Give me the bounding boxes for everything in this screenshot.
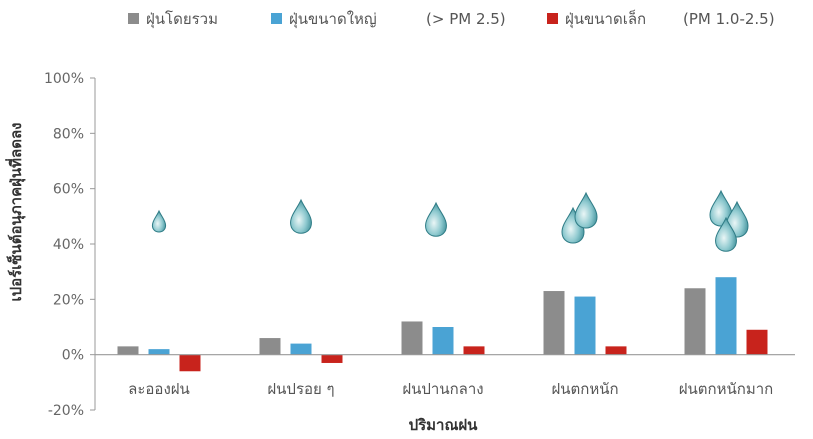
y-tick-label: 80% (53, 126, 84, 142)
bar-2-4 (575, 297, 596, 355)
y-tick-label: -20% (48, 403, 84, 419)
y-tick-label: 0% (62, 348, 84, 364)
x-axis-title: ปริมาณฝน (409, 416, 479, 434)
y-tick-label: 100% (44, 71, 84, 87)
y-tick-label: 20% (53, 292, 84, 308)
legend-suffix-2: (> PM 2.5) (426, 10, 506, 28)
rain-drop-icon (575, 193, 597, 228)
bar-3-4 (606, 346, 627, 354)
y-tick-label: 60% (53, 182, 84, 198)
legend-label-3: ฝุ่นขนาดเล็ก (565, 9, 646, 29)
bar-3-2 (322, 355, 343, 363)
x-tick-label: ฝนปรอย ๆ (267, 380, 334, 398)
bar-3-1 (180, 355, 201, 372)
bar-2-1 (149, 349, 170, 355)
bar-1-4 (544, 291, 565, 355)
x-tick-label: ละอองฝน (128, 380, 190, 398)
bar-1-1 (118, 346, 139, 354)
legend-label-1: ฝุ่นโดยรวม (146, 10, 218, 29)
rain-drop-icon (291, 200, 312, 233)
bar-1-2 (260, 338, 281, 355)
rain-drop-icon (152, 211, 165, 232)
bar-2-3 (433, 327, 454, 355)
x-tick-label: ฝนตกหนัก (551, 380, 618, 398)
legend-swatch-2 (271, 13, 282, 24)
legend-swatch-3 (547, 13, 558, 24)
bar-3-5 (747, 330, 768, 355)
legend: ฝุ่นโดยรวม ฝุ่นขนาดใหญ่ (> PM 2.5) ฝุ่นขนาด… (128, 9, 775, 29)
y-axis: 100% 80% 60% 40% 20% 0% -20% (44, 71, 95, 419)
y-tick-label: 40% (53, 237, 84, 253)
legend-suffix-3: (PM 1.0-2.5) (683, 10, 775, 28)
bar-1-5 (685, 288, 706, 354)
x-tick-label: ฝนตกหนักมาก (679, 380, 773, 398)
rain-drops (152, 191, 748, 251)
y-axis-title: เปอร์เซ็นต์อนุภาคฝุ่นที่ลดลง (5, 122, 26, 301)
legend-label-2: ฝุ่นขนาดใหญ่ (289, 10, 377, 29)
bar-2-5 (716, 277, 737, 354)
bar-1-3 (402, 321, 423, 354)
bar-3-3 (464, 346, 485, 354)
x-tick-label: ฝนปานกลาง (402, 380, 483, 398)
bar-2-2 (291, 344, 312, 355)
bars (118, 277, 768, 371)
legend-swatch-1 (128, 13, 139, 24)
rain-drop-icon (426, 203, 447, 236)
